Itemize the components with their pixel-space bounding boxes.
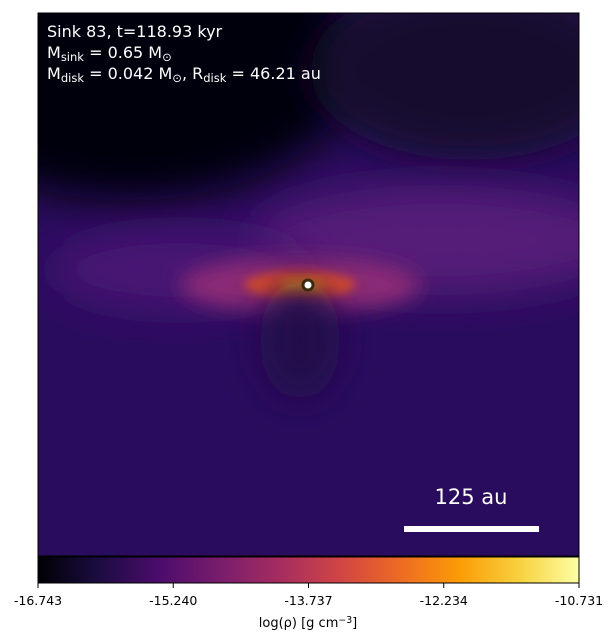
colorbar-label: log(ρ) [g cm−3] xyxy=(259,615,357,631)
sink-marker xyxy=(301,278,315,292)
colorbar-tick-label: -12.234 xyxy=(420,593,468,608)
text-part: = 0.042 M xyxy=(84,64,172,83)
text-part: log(ρ) [g cm xyxy=(259,616,339,631)
text-part: = 0.65 M xyxy=(84,43,162,62)
subscript: ⊙ xyxy=(162,50,172,64)
colorbar-tick-label: -15.240 xyxy=(149,593,197,608)
text-part: Sink 83, t=118.93 kyr xyxy=(47,22,223,41)
colorbar-tick-label: -16.743 xyxy=(14,593,62,608)
text-part: ] xyxy=(352,616,357,631)
annotation-line: Mdisk = 0.042 M⊙, Rdisk = 46.21 au xyxy=(47,64,321,85)
text-part: = 46.21 au xyxy=(226,64,320,83)
subscript: ⊙ xyxy=(172,71,182,85)
annotation-line: Msink = 0.65 M⊙ xyxy=(47,43,172,64)
subscript: disk xyxy=(203,71,227,85)
subscript: sink xyxy=(61,50,84,64)
image-frame xyxy=(37,12,580,557)
text-part: M xyxy=(47,64,61,83)
supscript: −3 xyxy=(338,615,352,626)
colorbar-tick-label: -13.737 xyxy=(284,593,332,608)
subscript: disk xyxy=(61,71,85,85)
colorbar xyxy=(37,556,580,584)
density-map xyxy=(38,13,579,556)
text-part: M xyxy=(47,43,61,62)
annotation-line: Sink 83, t=118.93 kyr xyxy=(47,22,223,41)
colorbar-tick-label: -10.731 xyxy=(555,593,603,608)
colorbar-axis: -16.743 -15.240 -13.737 -12.234 -10.731 xyxy=(14,583,603,608)
scale-bar-label: 125 au xyxy=(435,485,508,509)
text-part: , R xyxy=(182,64,203,83)
